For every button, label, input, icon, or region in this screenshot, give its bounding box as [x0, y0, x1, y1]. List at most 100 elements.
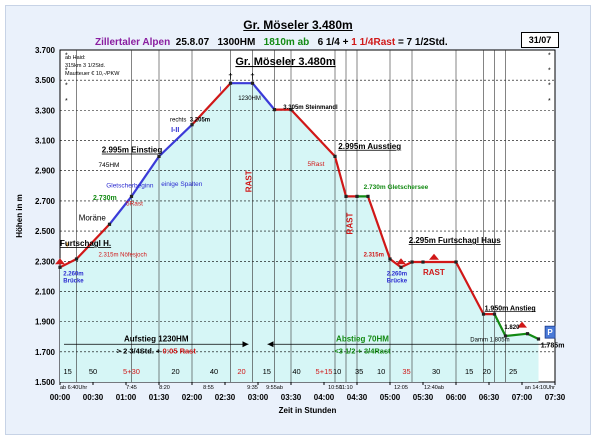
waypoint-marker — [503, 334, 508, 338]
chart-title: Gr. Möseler 3.480m — [243, 18, 353, 32]
segment-duration: 20 — [483, 367, 491, 376]
segment-duration: 20 — [237, 367, 245, 376]
waypoint-marker — [129, 194, 134, 198]
segment-duration: 30 — [432, 367, 440, 376]
marker-star: * — [548, 83, 551, 90]
profile-segment — [454, 260, 485, 316]
annotation-label: I-II — [171, 127, 179, 134]
abstieg-duration: <3 1/2 + 3/4Rast — [334, 346, 391, 355]
flag-icon: ! — [66, 243, 68, 250]
subtitle-date: 25.8.07 — [175, 37, 210, 48]
aufstieg-duration: > 2 3/4Std. + 0:05 Rast — [117, 346, 197, 355]
annotation-label: 3.205m — [190, 118, 210, 124]
annotation-label: Damm 1.805m — [470, 337, 509, 343]
waypoint-marker — [399, 265, 403, 269]
waypoint-marker — [289, 108, 293, 112]
waypoint-marker — [74, 257, 79, 261]
segment-duration: 35 — [402, 367, 410, 376]
marker-star: * — [65, 83, 68, 90]
plot-title: Gr. Möseler 3.480m — [235, 56, 335, 68]
time-mark: 12:40ab — [424, 385, 444, 391]
time-mark: 11:10 — [339, 385, 352, 391]
profile-segment — [108, 195, 133, 226]
segment-duration: 20 — [171, 367, 179, 376]
segment-duration: 35 — [355, 367, 363, 376]
profile-segment — [289, 108, 337, 158]
waypoint-marker — [536, 337, 541, 341]
info-line: Mautteuer € 10,-/PKW — [65, 71, 120, 77]
profile-segment — [130, 155, 161, 198]
hut-icon — [396, 258, 406, 265]
marker-star: * — [65, 53, 68, 60]
subtitle-ascent: 1300HM — [217, 37, 256, 48]
annotation-label: 1230HM — [238, 96, 261, 102]
x-tick-label: 05:30 — [413, 393, 434, 402]
annotation-label: 3.305m Steinmandl — [283, 105, 338, 111]
profile-segment — [504, 332, 529, 338]
segment-duration: 15 — [64, 367, 72, 376]
x-tick-label: 02:30 — [215, 393, 236, 402]
rest-label: RAST — [244, 170, 253, 192]
rest-label: RAST — [346, 213, 355, 235]
segment-duration: 5+15 — [316, 367, 333, 376]
profile-segment — [399, 260, 414, 269]
marker-star: * — [548, 53, 551, 60]
segment-duration: 15 — [465, 367, 473, 376]
profile-segment — [333, 155, 348, 198]
time-mark: 8:55 — [203, 385, 214, 391]
subtitle-time: 6 1/4 + — [317, 37, 349, 48]
waypoint-marker — [454, 260, 458, 264]
aufstieg-arrow-head — [242, 341, 249, 348]
time-mark: 9:55ab — [266, 385, 283, 391]
x-tick-label: 00:30 — [83, 393, 104, 402]
x-tick-label: 01:00 — [116, 393, 137, 402]
annotation-label: 2.260m — [387, 272, 407, 278]
x-tick-label: 04:30 — [347, 393, 368, 402]
abstieg-arrow-head — [267, 341, 274, 348]
segment-duration: 15 — [263, 367, 271, 376]
annotation-label: rechts — [170, 118, 186, 124]
time-mark: 9:35 — [247, 385, 258, 391]
time-mark: an 14:10Uhr — [525, 385, 555, 391]
annotation-label: 5Rast — [126, 200, 143, 207]
x-tick-label: 05:00 — [380, 393, 401, 402]
aufstieg-title: Aufstieg 1230HM — [124, 334, 189, 343]
profile-segment — [157, 123, 194, 158]
profile-segment — [75, 223, 111, 261]
y-tick-label: 1.700 — [35, 348, 56, 357]
annotation-label: 745HM — [99, 162, 120, 169]
waypoint-marker — [107, 222, 112, 226]
waypoint-marker — [272, 108, 277, 112]
profile-segment — [526, 332, 540, 341]
aufstieg-duration-time: > 2 3/4Std. + — [117, 346, 163, 355]
annotation-label: 2.730m Gletschersee — [364, 184, 429, 191]
y-tick-label: 1.900 — [35, 318, 56, 327]
x-tick-label: 06:30 — [479, 393, 500, 402]
waypoint-marker — [525, 332, 530, 336]
y-tick-label: 3.300 — [35, 106, 56, 115]
x-axis-title: Zeit in Stunden — [279, 406, 337, 415]
chart-subtitle: Zillertaler Alpen 25.8.07 1300HM 1810m a… — [95, 37, 525, 48]
marker-star: * — [548, 98, 551, 105]
segment-duration: 40 — [210, 367, 218, 376]
profile-segment — [251, 82, 276, 111]
time-mark: 7:45 — [126, 385, 137, 391]
waypoint-marker — [344, 194, 348, 198]
plot-area: 1.500 1.700 1.900 2.100 2.300 2.500 2.700 2.900… — [15, 46, 566, 415]
marker-star: * — [65, 98, 68, 105]
annotation-label: 1.785m — [541, 342, 565, 349]
annotation-label: 2.260m — [63, 272, 83, 278]
x-tick-label: 02:00 — [182, 393, 203, 402]
time-mark: 8:20 — [159, 385, 170, 391]
parking-icon — [544, 325, 556, 339]
annotation-label: Gletscherbeginn — [106, 182, 154, 189]
profile-segment — [58, 257, 78, 269]
annotation-label: Furtschagl H. — [60, 239, 111, 248]
subtitle-total: = 7 1/2Std. — [397, 37, 448, 48]
y-tick-label: 3.100 — [35, 137, 56, 146]
annotation-label: 1.950m Anstieg — [485, 305, 536, 312]
hut-icon — [517, 321, 527, 328]
subtitle-region: Zillertaler Alpen — [95, 37, 171, 48]
y-tick-label: 2.700 — [35, 197, 56, 206]
